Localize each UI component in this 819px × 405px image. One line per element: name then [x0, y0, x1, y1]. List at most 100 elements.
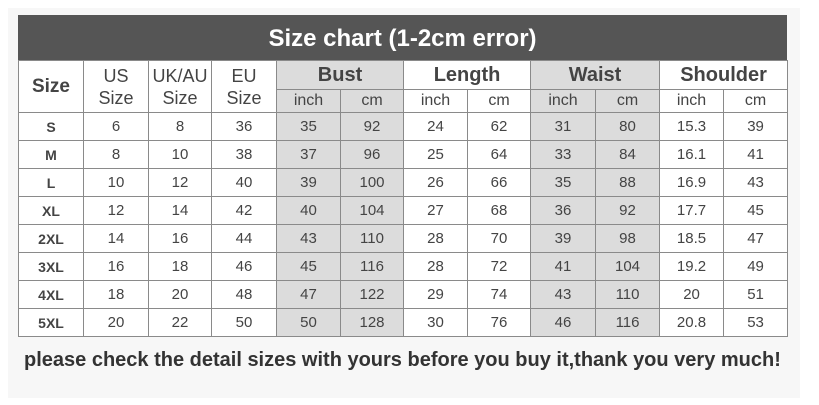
table-row: 4XL 18 20 48 47 122 29 74 43 110 20 51 [18, 280, 789, 309]
table-cell: 100 [339, 168, 405, 197]
unit-cm: cm [595, 89, 661, 113]
chart-title: Size chart (1-2cm error) [18, 15, 787, 60]
header-us-line1: US [103, 65, 129, 86]
table-cell: 64 [467, 140, 532, 169]
header-ukau-line1: UK/AU [152, 65, 208, 86]
table-cell: 14 [83, 224, 149, 253]
unit-cm: cm [339, 89, 405, 113]
table-cell: 36 [530, 196, 597, 225]
table-cell: 92 [595, 196, 661, 225]
footer-note: please check the detail sizes with yours… [24, 349, 781, 371]
table-cell: 20 [148, 280, 212, 309]
table-row: L 10 12 40 39 100 26 66 35 88 16.9 43 [18, 168, 789, 197]
table-cell: 49 [723, 252, 789, 281]
table-cell: 28 [403, 224, 469, 253]
table-cell: 10 [148, 140, 212, 169]
table-row: 3XL 16 18 46 45 116 28 72 41 104 19.2 49 [18, 252, 789, 281]
table-cell: 10 [83, 168, 149, 197]
table-cell: 33 [530, 140, 597, 169]
unit-inch: inch [530, 89, 597, 113]
table-cell: 48 [211, 280, 277, 309]
header-shoulder: Shoulder [659, 60, 789, 90]
table-cell: 68 [467, 196, 532, 225]
table-cell: 96 [339, 140, 405, 169]
size-label: 3XL [18, 252, 84, 281]
table-cell: 43 [530, 280, 597, 309]
table-cell: 24 [403, 112, 469, 141]
table-cell: 16 [148, 224, 212, 253]
table-cell: 8 [83, 140, 149, 169]
header-waist: Waist [530, 60, 661, 90]
size-label: XL [18, 196, 84, 225]
table-cell: 122 [339, 280, 405, 309]
table-cell: 76 [467, 308, 532, 337]
table-row: S 6 8 36 35 92 24 62 31 80 15.3 39 [18, 112, 789, 141]
header-length: Length [403, 60, 532, 90]
size-table: Size US Size UK/AU Size EU Size Bust Length… [18, 60, 789, 337]
table-cell: 45 [723, 196, 789, 225]
table-cell: 72 [467, 252, 532, 281]
table-row: M 8 10 38 37 96 25 64 33 84 16.1 41 [18, 140, 789, 169]
table-cell: 8 [148, 112, 212, 141]
table-cell: 16.1 [659, 140, 725, 169]
table-cell: 41 [530, 252, 597, 281]
table-cell: 37 [276, 140, 341, 169]
table-cell: 42 [211, 196, 277, 225]
header-us-size: US Size [83, 60, 149, 113]
header-ukau-line2: Size [162, 87, 198, 108]
table-row: 2XL 14 16 44 43 110 28 70 39 98 18.5 47 [18, 224, 789, 253]
table-cell: 116 [595, 308, 661, 337]
table-cell: 53 [723, 308, 789, 337]
table-cell: 16.9 [659, 168, 725, 197]
unit-cm: cm [723, 89, 789, 113]
table-cell: 104 [595, 252, 661, 281]
table-cell: 31 [530, 112, 597, 141]
header-eu-size: EU Size [211, 60, 277, 113]
unit-inch: inch [659, 89, 725, 113]
table-cell: 50 [276, 308, 341, 337]
table-cell: 47 [723, 224, 789, 253]
table-cell: 80 [595, 112, 661, 141]
table-cell: 19.2 [659, 252, 725, 281]
table-cell: 39 [276, 168, 341, 197]
table-cell: 88 [595, 168, 661, 197]
unit-cm: cm [467, 89, 532, 113]
table-cell: 116 [339, 252, 405, 281]
table-cell: 43 [723, 168, 789, 197]
header-bust: Bust [275, 60, 405, 90]
table-cell: 44 [211, 224, 277, 253]
table-cell: 98 [595, 224, 661, 253]
table-cell: 110 [595, 280, 661, 309]
table-cell: 26 [403, 168, 469, 197]
table-cell: 30 [403, 308, 469, 337]
header-size: Size [18, 60, 84, 113]
table-cell: 20.8 [659, 308, 725, 337]
table-cell: 18 [148, 252, 212, 281]
table-cell: 18.5 [659, 224, 725, 253]
table-cell: 74 [467, 280, 532, 309]
table-cell: 17.7 [659, 196, 725, 225]
header-eu-line1: EU [231, 65, 257, 86]
table-cell: 15.3 [659, 112, 725, 141]
header-eu-line2: Size [226, 87, 262, 108]
table-row: XL 12 14 42 40 104 27 68 36 92 17.7 45 [18, 196, 789, 225]
size-label: M [18, 140, 84, 169]
table-cell: 6 [83, 112, 149, 141]
table-cell: 40 [276, 196, 341, 225]
table-cell: 22 [148, 308, 212, 337]
table-cell: 62 [467, 112, 532, 141]
table-cell: 45 [276, 252, 341, 281]
table-cell: 35 [530, 168, 597, 197]
unit-inch: inch [403, 89, 469, 113]
table-cell: 20 [83, 308, 149, 337]
table-cell: 16 [83, 252, 149, 281]
table-cell: 128 [339, 308, 405, 337]
table-cell: 51 [723, 280, 789, 309]
table-row: 5XL 20 22 50 50 128 30 76 46 116 20.8 53 [18, 308, 789, 337]
table-cell: 43 [276, 224, 341, 253]
table-cell: 39 [530, 224, 597, 253]
table-cell: 28 [403, 252, 469, 281]
table-cell: 14 [148, 196, 212, 225]
table-cell: 40 [211, 168, 277, 197]
table-cell: 25 [403, 140, 469, 169]
